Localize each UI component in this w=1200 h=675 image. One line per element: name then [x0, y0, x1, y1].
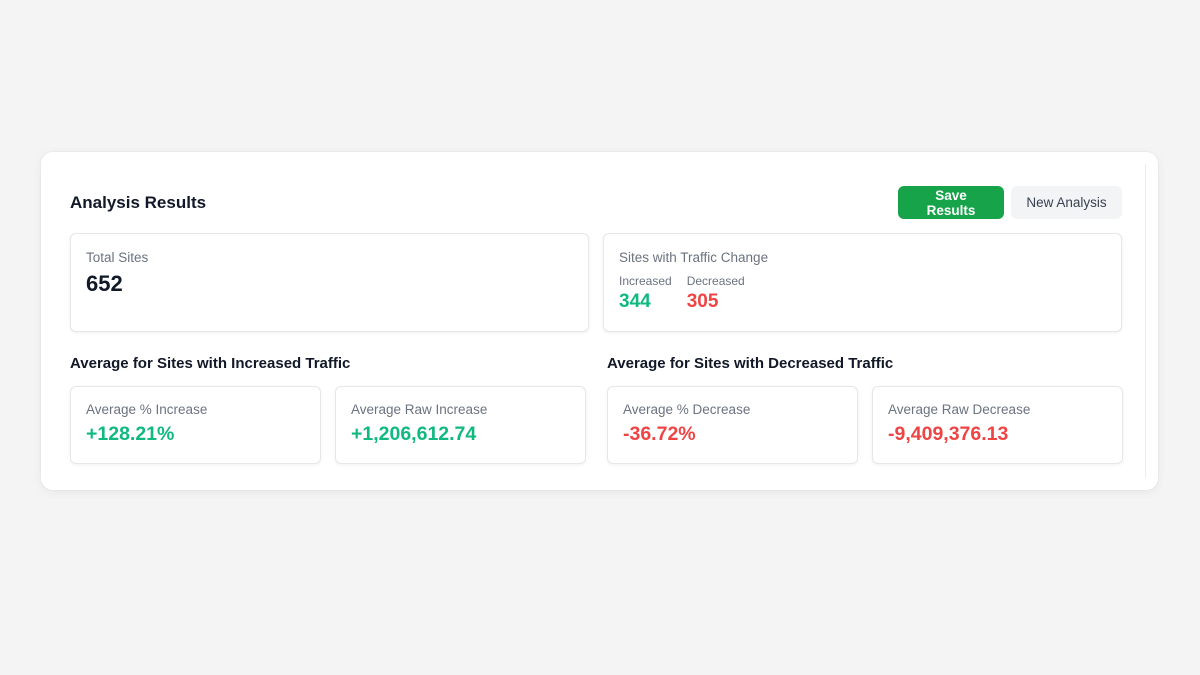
decreased-value: 305: [686, 291, 719, 312]
increased-column: Increased 344: [619, 274, 672, 313]
decreased-column: Decreased 305: [687, 274, 745, 313]
decreased-label: Decreased: [686, 274, 745, 288]
avg-pct-increase-label: Average % Increase: [86, 402, 208, 417]
increased-value: 344: [619, 291, 651, 312]
avg-pct-decrease-card: Average % Decrease -36.72%: [607, 386, 858, 464]
panel-scrollbar[interactable]: [1145, 164, 1146, 478]
header-actions: Save Results New Analysis: [898, 186, 1122, 219]
panel-header: Analysis Results Save Results New Analys…: [70, 186, 1122, 219]
decreased-section-title: Average for Sites with Decreased Traffic: [607, 355, 894, 372]
avg-pct-decrease-label: Average % Decrease: [623, 402, 751, 417]
avg-raw-decrease-value: -9,409,376.13: [888, 423, 1009, 445]
total-sites-card: Total Sites 652: [70, 233, 589, 332]
increased-section-title: Average for Sites with Increased Traffic: [70, 355, 351, 372]
avg-raw-increase-card: Average Raw Increase +1,206,612.74: [335, 386, 586, 464]
increased-label: Increased: [619, 274, 672, 288]
total-sites-label: Total Sites: [86, 250, 149, 265]
traffic-change-card: Sites with Traffic Change Increased 344 …: [603, 233, 1122, 332]
traffic-change-label: Sites with Traffic Change: [619, 250, 769, 265]
avg-pct-increase-card: Average % Increase +128.21%: [70, 386, 321, 464]
save-results-button[interactable]: Save Results: [898, 186, 1004, 219]
avg-raw-decrease-label: Average Raw Decrease: [888, 402, 1031, 417]
avg-raw-increase-value: +1,206,612.74: [351, 423, 477, 445]
page-title: Analysis Results: [70, 192, 207, 212]
avg-raw-increase-label: Average Raw Increase: [351, 402, 488, 417]
avg-pct-decrease-value: -36.72%: [623, 423, 696, 445]
total-sites-value: 652: [86, 271, 123, 296]
avg-pct-increase-value: +128.21%: [86, 423, 175, 445]
avg-raw-decrease-card: Average Raw Decrease -9,409,376.13: [872, 386, 1123, 464]
new-analysis-button[interactable]: New Analysis: [1011, 186, 1122, 219]
analysis-results-panel: Analysis Results Save Results New Analys…: [41, 152, 1158, 490]
traffic-change-row: Increased 344 Decreased 305: [619, 274, 1106, 313]
